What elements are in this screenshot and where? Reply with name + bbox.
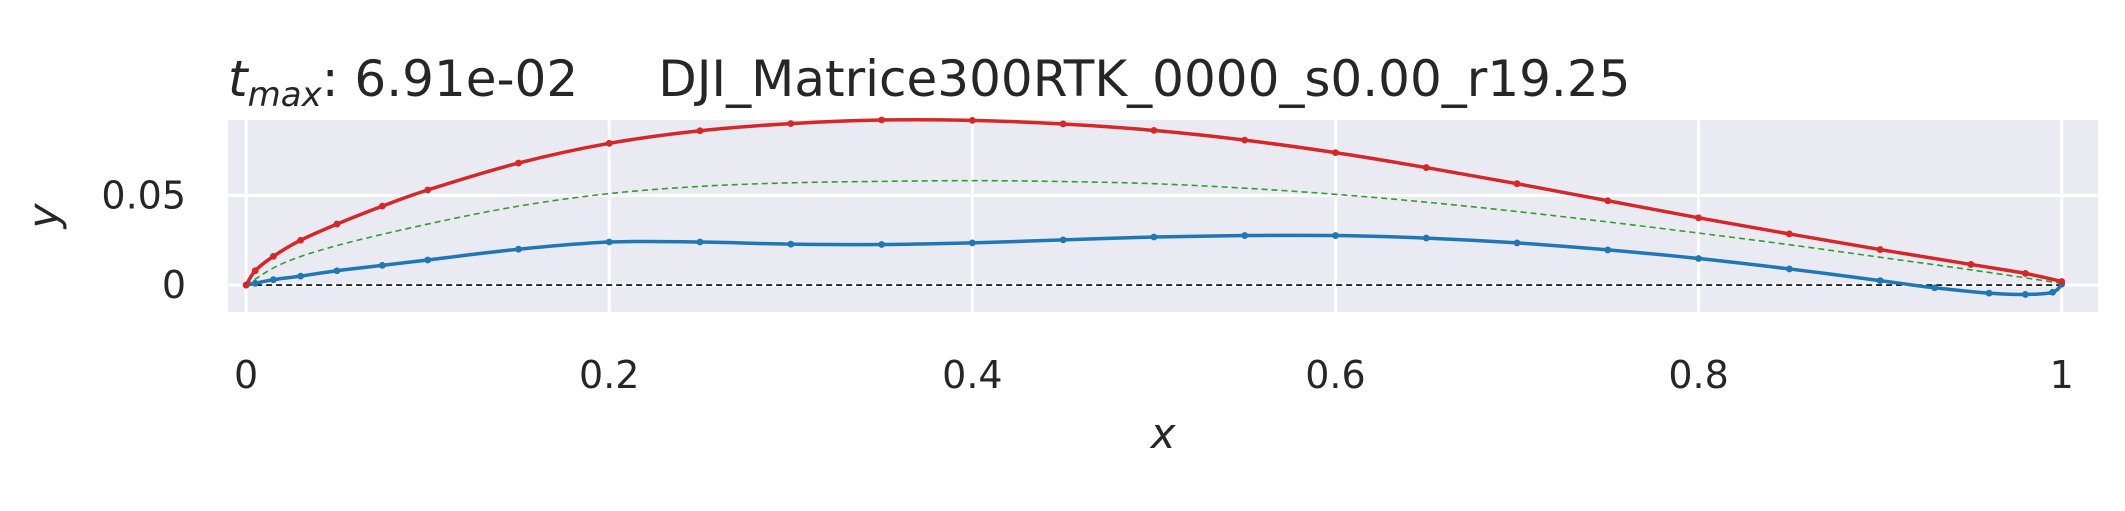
lower-surface-marker: [378, 261, 386, 269]
upper-surface-line: [244, 117, 2063, 287]
lower-surface-marker: [2021, 291, 2029, 298]
lower-surface-marker: [1785, 265, 1793, 273]
chart-title: tmax: 6.91e-02 DJI_Matrice300RTK_0000_s0.…: [228, 50, 1630, 115]
lower-surface-marker: [1695, 255, 1702, 262]
upper-surface-marker: [968, 116, 976, 124]
x-tick-label: 0.8: [1668, 353, 1728, 397]
y-axis-label: y: [19, 202, 68, 230]
lower-surface-marker: [1931, 284, 1939, 292]
upper-surface-marker: [515, 159, 522, 167]
upper-surface-marker: [333, 220, 341, 228]
lower-surface-marker: [1513, 239, 1521, 247]
upper-surface-marker: [1695, 214, 1702, 222]
lower-surface-marker: [1422, 234, 1430, 242]
lower-surface-marker: [878, 241, 885, 248]
title-subscript: max: [248, 75, 323, 115]
lower-surface-marker: [424, 256, 432, 264]
upper-surface-marker: [2021, 270, 2029, 277]
lower-surface-marker: [1604, 246, 1612, 254]
upper-surface-marker: [1967, 261, 1975, 268]
lower-surface-marker: [2049, 288, 2057, 296]
y-tick-label: 0.05: [101, 173, 186, 217]
lower-surface-marker: [1059, 236, 1067, 244]
upper-surface-marker: [1150, 127, 1158, 134]
upper-surface-marker: [1785, 230, 1793, 238]
lower-surface-marker: [787, 240, 795, 248]
plot-background: [228, 120, 2098, 312]
upper-surface-marker: [242, 281, 250, 289]
lower-surface-marker: [1985, 289, 1993, 297]
x-tick-label: 0.6: [1305, 353, 1365, 397]
lower-surface-marker: [333, 267, 341, 275]
title-var: t: [228, 50, 250, 108]
upper-surface-marker: [269, 252, 277, 260]
upper-surface-marker: [605, 139, 613, 147]
lower-surface-marker: [297, 272, 305, 280]
upper-surface-marker: [696, 127, 704, 135]
lower-surface-marker: [696, 238, 704, 246]
lower-surface-marker: [269, 276, 277, 284]
lower-surface-marker: [1332, 232, 1339, 239]
upper-surface-marker: [787, 120, 795, 127]
upper-surface-marker: [2058, 278, 2066, 285]
lower-surface-marker: [515, 245, 522, 253]
x-tick-label: 0.2: [579, 353, 639, 397]
upper-surface-marker: [1876, 246, 1884, 253]
lower-surface-marker: [1150, 233, 1158, 241]
lower-surface-marker: [251, 279, 259, 287]
x-tick-label: 0.4: [942, 353, 1002, 397]
lower-surface-marker: [1876, 277, 1884, 284]
lower-surface-marker: [968, 239, 976, 247]
lower-surface-marker: [605, 238, 613, 246]
upper-surface-marker: [1059, 120, 1067, 128]
upper-surface-marker: [878, 116, 885, 124]
upper-surface-marker: [424, 186, 432, 194]
upper-surface-marker: [1332, 149, 1339, 157]
upper-surface-marker: [251, 267, 259, 275]
upper-surface-marker: [1241, 136, 1249, 144]
upper-surface-marker: [1513, 180, 1521, 188]
x-tick-label: 0: [234, 353, 258, 397]
tick-labels: 0 0.2 0.4 0.6 0.8 1 0 0.05: [101, 173, 2073, 397]
title-value: : 6.91e-02: [322, 50, 579, 108]
upper-surface-marker: [1422, 164, 1430, 171]
title-name: DJI_Matrice300RTK_0000_s0.00_r19.25: [658, 50, 1630, 108]
upper-surface-marker: [378, 202, 386, 210]
camber-line-line: [245, 179, 2062, 286]
y-tick-label: 0: [162, 263, 186, 307]
series-layer: [242, 116, 2066, 298]
upper-surface-marker: [1604, 197, 1612, 205]
upper-surface-marker: [297, 236, 305, 244]
lower-surface-marker: [1241, 232, 1249, 239]
x-tick-label: 1: [2050, 353, 2074, 397]
x-axis-label: x: [1149, 409, 1177, 458]
